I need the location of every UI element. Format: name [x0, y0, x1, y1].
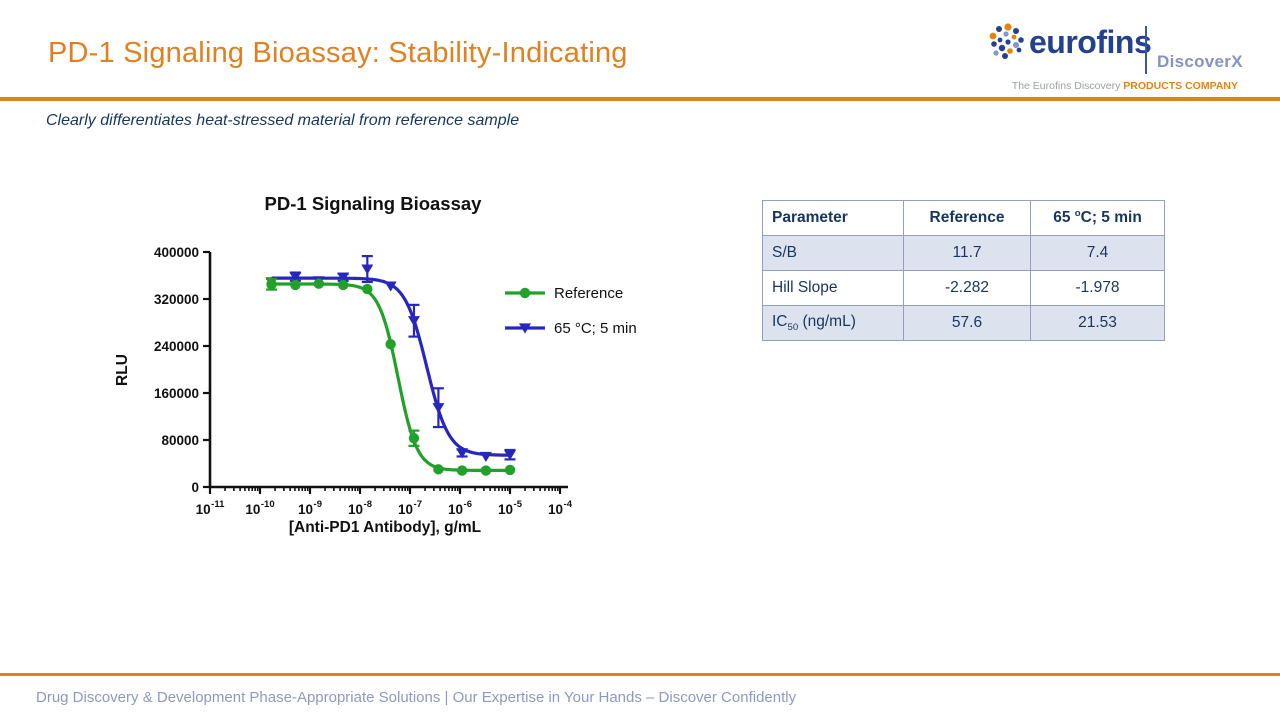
table-row-ic50: IC50 (ng/mL) 57.6 21.53 — [762, 305, 1165, 341]
footer-text: Drug Discovery & Development Phase-Appro… — [36, 689, 797, 706]
col-header-heat-stressed: 65 oC; 5 min — [1030, 200, 1165, 236]
page-title: PD-1 Signaling Bioassay: Stability-Indic… — [48, 37, 628, 69]
chart-title: PD-1 Signaling Bioassay — [265, 193, 483, 214]
parameters-table: Parameter Reference 65 oC; 5 min S/B 11.… — [762, 200, 1165, 341]
tagline-products-company: PRODUCTS COMPANY — [1123, 80, 1238, 92]
65-c-5-min-series — [265, 255, 516, 463]
stressed-value-cell: 7.4 — [1030, 235, 1165, 271]
eurofins-wordmark: eurofins — [1029, 24, 1152, 60]
x-axis-title: [Anti-PD1 Antibody], g/mL — [289, 519, 481, 536]
col-header-reference: Reference — [903, 200, 1031, 236]
y-tick-label: 400000 — [154, 245, 199, 260]
eurofins-discoverx-logo: eurofins DiscoverX The Eurofins Discover… — [985, 18, 1250, 104]
x-tick-label: 10-8 — [348, 499, 372, 517]
y-tick-label: 80000 — [161, 433, 199, 448]
y-axis-title: RLU — [114, 354, 131, 386]
table-row-sb: S/B 11.7 7.4 — [762, 235, 1165, 271]
reference-value-cell: -2.282 — [903, 270, 1031, 306]
header-rule — [0, 97, 1280, 101]
legend-item-1: 65 °C; 5 min — [505, 320, 637, 337]
x-tick-label: 10-10 — [245, 499, 274, 517]
header-65-degree: o — [1074, 208, 1081, 220]
footer-rule — [0, 673, 1280, 676]
x-tick-label: 10-6 — [448, 499, 472, 517]
y-tick-label: 0 — [191, 480, 199, 495]
dose-response-chart: PD-1 Signaling Bioassay 0 80000 160000 24000… — [100, 182, 660, 560]
ic50-subscript: 50 — [787, 322, 799, 334]
eurofins-swirl-icon — [989, 23, 1024, 59]
bioassay-chart-svg: PD-1 Signaling Bioassay 0 80000 160000 24000… — [114, 193, 637, 536]
y-tick-label: 320000 — [154, 292, 199, 307]
table-header-row: Parameter Reference 65 oC; 5 min — [762, 200, 1165, 236]
header-65-pre: 65 — [1053, 209, 1075, 227]
stressed-value-cell: -1.978 — [1030, 270, 1165, 306]
tagline-prefix: The Eurofins Discovery — [1011, 80, 1121, 92]
discoverx-wordmark: DiscoverX — [1157, 52, 1243, 71]
logo-divider — [1145, 26, 1147, 74]
x-tick-label: 10-11 — [196, 499, 225, 517]
ic50-suffix: (ng/mL) — [798, 312, 856, 330]
table-row-hill-slope: Hill Slope -2.282 -1.978 — [762, 270, 1165, 306]
reference-value-cell: 57.6 — [903, 305, 1031, 341]
reference-series — [266, 277, 516, 476]
param-cell: IC50 (ng/mL) — [762, 305, 904, 341]
header-65-post: C; 5 min — [1080, 209, 1142, 227]
legend-item-0: Reference — [505, 285, 623, 302]
slide-subtitle: Clearly differentiates heat-stressed mat… — [46, 112, 520, 129]
y-tick-label: 160000 — [154, 386, 199, 401]
legend-label: Reference — [554, 285, 623, 302]
x-tick-label: 10-9 — [298, 499, 322, 517]
stressed-value-cell: 21.53 — [1030, 305, 1165, 341]
logo-tagline: The Eurofins Discovery PRODUCTS COMPANY — [1012, 80, 1238, 92]
x-tick-label: 10-4 — [548, 499, 573, 517]
x-tick-label: 10-7 — [398, 499, 422, 517]
reference-value-cell: 11.7 — [903, 235, 1031, 271]
x-tick-label: 10-5 — [498, 499, 523, 517]
col-header-parameter: Parameter — [762, 200, 904, 236]
param-cell: Hill Slope — [762, 270, 904, 306]
ic50-prefix: IC — [772, 312, 788, 330]
y-tick-label: 240000 — [154, 339, 199, 354]
legend-label: 65 °C; 5 min — [554, 320, 637, 337]
param-cell: S/B — [762, 235, 904, 271]
